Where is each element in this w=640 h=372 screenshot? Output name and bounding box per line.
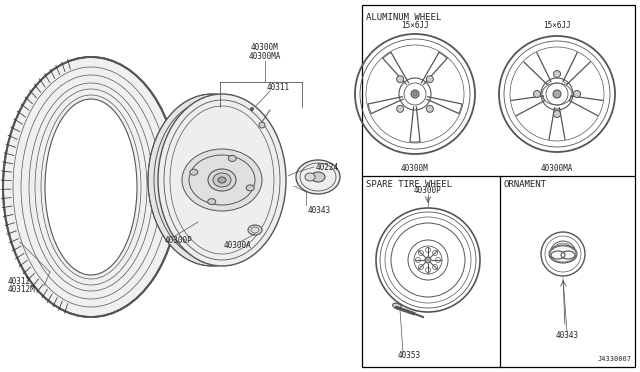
Circle shape bbox=[425, 257, 431, 263]
Ellipse shape bbox=[213, 173, 231, 187]
Circle shape bbox=[426, 76, 433, 83]
Ellipse shape bbox=[208, 169, 236, 191]
Text: 40300A: 40300A bbox=[224, 241, 252, 250]
Ellipse shape bbox=[190, 169, 198, 175]
Ellipse shape bbox=[305, 173, 315, 181]
Circle shape bbox=[411, 90, 419, 98]
Ellipse shape bbox=[246, 185, 254, 191]
Circle shape bbox=[250, 108, 253, 110]
Text: 40312M: 40312M bbox=[8, 285, 36, 295]
Ellipse shape bbox=[182, 149, 262, 211]
Ellipse shape bbox=[393, 303, 401, 309]
Circle shape bbox=[413, 92, 417, 96]
Text: 15×6JJ: 15×6JJ bbox=[401, 20, 429, 29]
Text: 40300P: 40300P bbox=[165, 235, 193, 244]
Circle shape bbox=[397, 76, 404, 83]
Ellipse shape bbox=[148, 94, 276, 266]
Text: 40312: 40312 bbox=[8, 278, 31, 286]
Text: 40353: 40353 bbox=[398, 350, 421, 359]
Text: 40343: 40343 bbox=[556, 330, 579, 340]
Text: J4330007: J4330007 bbox=[598, 356, 632, 362]
Text: 40300MA: 40300MA bbox=[541, 164, 573, 173]
Text: 40300M: 40300M bbox=[401, 164, 429, 173]
Ellipse shape bbox=[158, 94, 286, 266]
Ellipse shape bbox=[208, 199, 216, 205]
Circle shape bbox=[397, 105, 404, 112]
Circle shape bbox=[534, 90, 541, 97]
Circle shape bbox=[554, 110, 561, 118]
Ellipse shape bbox=[3, 57, 179, 317]
Text: ORNAMENT: ORNAMENT bbox=[504, 180, 547, 189]
Circle shape bbox=[553, 90, 561, 98]
Ellipse shape bbox=[549, 245, 577, 263]
Bar bbox=[362, 5, 635, 367]
Text: ALUMINUM WHEEL: ALUMINUM WHEEL bbox=[366, 13, 441, 22]
Text: 40343: 40343 bbox=[308, 205, 331, 215]
Circle shape bbox=[554, 71, 561, 77]
Ellipse shape bbox=[311, 172, 325, 182]
Text: 40300P: 40300P bbox=[414, 186, 442, 195]
Text: 40300MA: 40300MA bbox=[249, 51, 281, 61]
Circle shape bbox=[573, 90, 580, 97]
Text: 40300M: 40300M bbox=[251, 42, 279, 51]
Circle shape bbox=[426, 105, 433, 112]
Text: SPARE TIRE WHEEL: SPARE TIRE WHEEL bbox=[366, 180, 452, 189]
Text: 40224: 40224 bbox=[316, 163, 339, 171]
Text: 15×6JJ: 15×6JJ bbox=[543, 20, 571, 29]
Text: 40311: 40311 bbox=[266, 83, 289, 92]
Circle shape bbox=[259, 122, 265, 128]
Ellipse shape bbox=[218, 177, 226, 183]
Ellipse shape bbox=[248, 225, 262, 235]
Ellipse shape bbox=[296, 160, 340, 194]
Ellipse shape bbox=[228, 155, 236, 161]
Ellipse shape bbox=[45, 99, 137, 275]
